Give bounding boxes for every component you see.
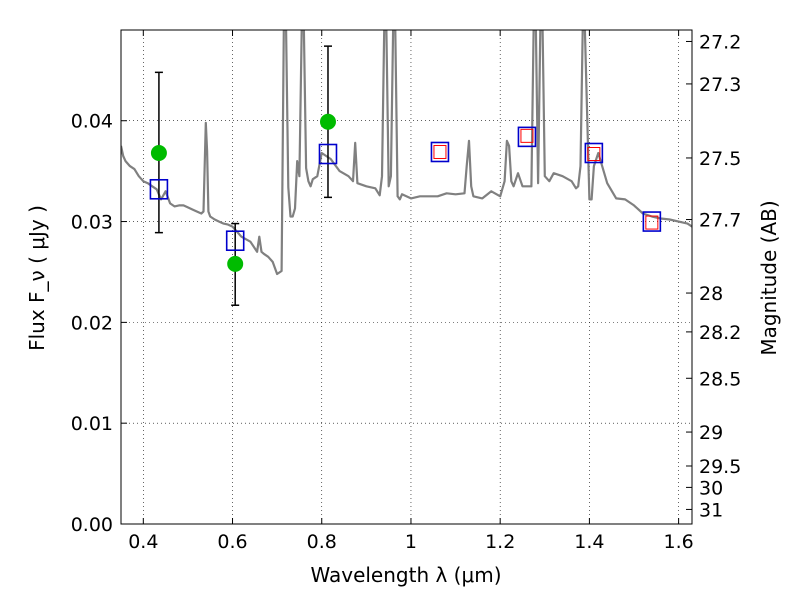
- y2-tick-label: 28.5: [699, 368, 741, 390]
- spectrum-line: [121, 30, 692, 276]
- y2-tick-label: 27.2: [699, 31, 741, 53]
- y2-axis-label: Magnitude (AB): [757, 200, 781, 355]
- model-point-blue: [517, 126, 537, 148]
- model-point-blue: [225, 230, 245, 252]
- y-tick-label: 0.03: [71, 212, 113, 234]
- y2-tick-label: 27.7: [699, 210, 741, 232]
- model-point-red: [645, 215, 659, 230]
- x-tick-label: 0.4: [128, 531, 158, 553]
- data-marks: [149, 45, 662, 306]
- model-point-red: [520, 128, 534, 143]
- model-point-blue: [318, 143, 338, 165]
- y-tick-label: 0.01: [71, 413, 113, 435]
- y2-tick-label: 28: [699, 283, 723, 305]
- y2-tick-label: 29: [699, 422, 723, 444]
- model-point-red: [433, 144, 447, 159]
- x-tick-label: 1.2: [485, 531, 515, 553]
- x-tick-label: 0.6: [217, 531, 247, 553]
- y-tick-label: 0.04: [71, 111, 113, 133]
- model-point-blue: [430, 141, 450, 163]
- observed-point: [150, 144, 167, 161]
- model-point-blue: [642, 211, 662, 232]
- model-point-blue: [149, 178, 169, 200]
- y-axis-label: Flux F_ν ( μJy ): [25, 205, 49, 351]
- grid-lines: [121, 30, 692, 524]
- y-tick-label: 0.00: [71, 514, 113, 536]
- axis-ticks: 0.4 0.6 0.8 1 1.2 1.4 1.6 0.00 0.01 0.02 0.03 0.04 2…: [71, 30, 741, 553]
- x-tick-label: 0.8: [307, 531, 337, 553]
- observed-point: [319, 113, 336, 130]
- x-tick-label: 1.6: [664, 531, 694, 553]
- spectrum-layer: [121, 30, 692, 276]
- y2-tick-label: 27.3: [699, 74, 741, 96]
- model-point-red: [587, 147, 601, 162]
- y2-tick-label: 27.5: [699, 148, 741, 170]
- x-axis-label: Wavelength λ (μm): [310, 563, 501, 587]
- observed-point: [227, 255, 244, 272]
- y2-tick-label: 29.5: [699, 456, 741, 478]
- x-tick-label: 1.4: [574, 531, 604, 553]
- y2-tick-label: 30: [699, 477, 723, 499]
- plot-frame: [120, 29, 693, 525]
- y2-tick-label: 28.2: [699, 322, 741, 344]
- y2-tick-label: 31: [699, 499, 723, 521]
- model-point-blue: [584, 142, 604, 164]
- x-tick-label: 1: [405, 531, 417, 553]
- y-tick-label: 0.02: [71, 312, 113, 334]
